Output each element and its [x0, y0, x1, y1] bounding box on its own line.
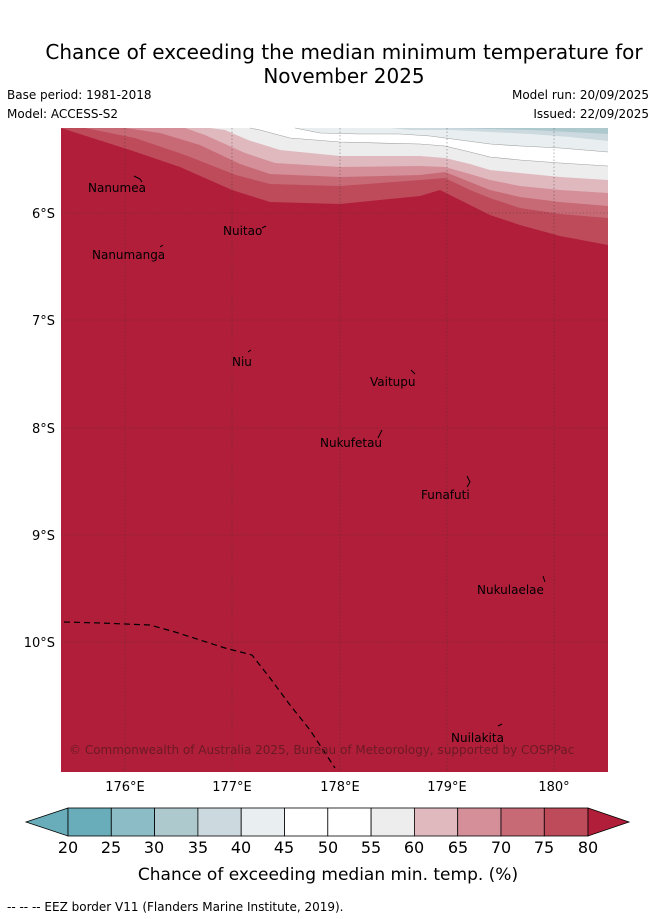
colorbar [24, 807, 631, 837]
place-nanumanga: Nanumanga [92, 248, 165, 262]
place-funafuti: Funafuti [421, 488, 470, 502]
contour-line [294, 127, 609, 153]
colorbar-tick: 20 [58, 838, 78, 857]
place-vaitupu: Vaitupu [370, 375, 416, 389]
issued-date: Issued: 22/09/2025 [533, 107, 649, 121]
colorbar-high-arrow [587, 807, 631, 837]
colorbar-segment-35-40 [197, 807, 242, 837]
band-35 [390, 128, 608, 141]
lat-label-7s: 7°S [32, 314, 55, 329]
contour-lines [249, 127, 609, 167]
model-name: Model: ACCESS-S2 [7, 107, 119, 121]
island-nukufetau-shape [377, 429, 383, 439]
island-nanumanga-shape [159, 244, 164, 248]
lat-label-9s: 9°S [32, 529, 55, 544]
colorbar-tick: 30 [144, 838, 164, 857]
place-nuitao: Nuitao [223, 224, 262, 238]
place-niu: Niu [232, 355, 252, 369]
island-niu-shape [247, 349, 252, 353]
colorbar-segment-75-80 [543, 807, 589, 837]
title-line-2: November 2025 [263, 64, 425, 88]
base-period: Base period: 1981-2018 [7, 88, 152, 102]
island-nukulaelae-shape [542, 575, 546, 583]
band-30 [450, 128, 608, 134]
place-nanumea: Nanumea [88, 181, 146, 195]
colorbar-tick: 35 [188, 838, 208, 857]
contour-line [249, 127, 609, 167]
colorbar-segment-65-70 [457, 807, 502, 837]
model-run: Model run: 20/09/2025 [511, 88, 649, 102]
colorbar-segment-25-30 [110, 807, 156, 837]
island-nanumea-shape [133, 175, 143, 183]
lat-label-8s: 8°S [32, 422, 55, 437]
eez-border [63, 621, 336, 769]
island-nuitao-shape [261, 225, 267, 229]
colorbar-segment-60-65 [413, 807, 459, 837]
lat-label-6s: 6°S [32, 207, 55, 222]
colorbar-tick: 75 [534, 838, 554, 857]
colorbar-tick: 45 [274, 838, 294, 857]
lat-label-10s: 10°S [24, 636, 55, 651]
lon-label-179e: 179°E [427, 780, 467, 795]
colorbar-segment-30-35 [154, 807, 199, 837]
graticule [61, 128, 608, 772]
colorbar-tick: 80 [578, 838, 598, 857]
colorbar-low-arrow [24, 807, 69, 837]
lon-label-180: 180° [538, 780, 569, 795]
lon-label-178e: 178°E [320, 780, 360, 795]
colorbar-tick: 55 [361, 838, 381, 857]
place-nukufetau: Nukufetau [320, 436, 382, 450]
colorbar-label: Chance of exceeding median min. temp. (%… [138, 865, 518, 885]
colorbar-tick: 60 [404, 838, 424, 857]
colorbar-segment-55-60 [370, 807, 415, 837]
colorbar-segment-70-75 [500, 807, 545, 837]
lon-label-176e: 176°E [105, 780, 145, 795]
colorbar-tick: 40 [231, 838, 251, 857]
colorbar-tick: 65 [448, 838, 468, 857]
islands [133, 175, 546, 727]
copyright-credit: © Commonwealth of Australia 2025, Bureau… [69, 743, 574, 757]
colorbar-tick: 50 [318, 838, 338, 857]
colorbar-tick: 25 [101, 838, 121, 857]
colorbar-segment-40-45 [240, 807, 285, 837]
colorbar-segment-20-25 [67, 807, 112, 837]
place-nuilakita: Nuilakita [451, 731, 504, 745]
map-area [61, 128, 608, 772]
island-vaitupu-shape [410, 369, 416, 375]
place-nukulaelae: Nukulaelae [477, 583, 544, 597]
island-nuilakita-shape [497, 723, 503, 727]
map-title: Chance of exceeding the median minimum t… [0, 40, 655, 88]
colorbar-tick: 70 [491, 838, 511, 857]
colorbar-segment-45-50 [284, 807, 329, 837]
island-funafuti-shape [466, 475, 471, 488]
colorbar-segment-50-55 [327, 807, 372, 837]
title-line-1: Chance of exceeding the median minimum t… [45, 40, 643, 64]
eez-legend: -- -- -- EEZ border V11 (Flanders Marine… [7, 900, 344, 914]
lon-label-177e: 177°E [212, 780, 252, 795]
